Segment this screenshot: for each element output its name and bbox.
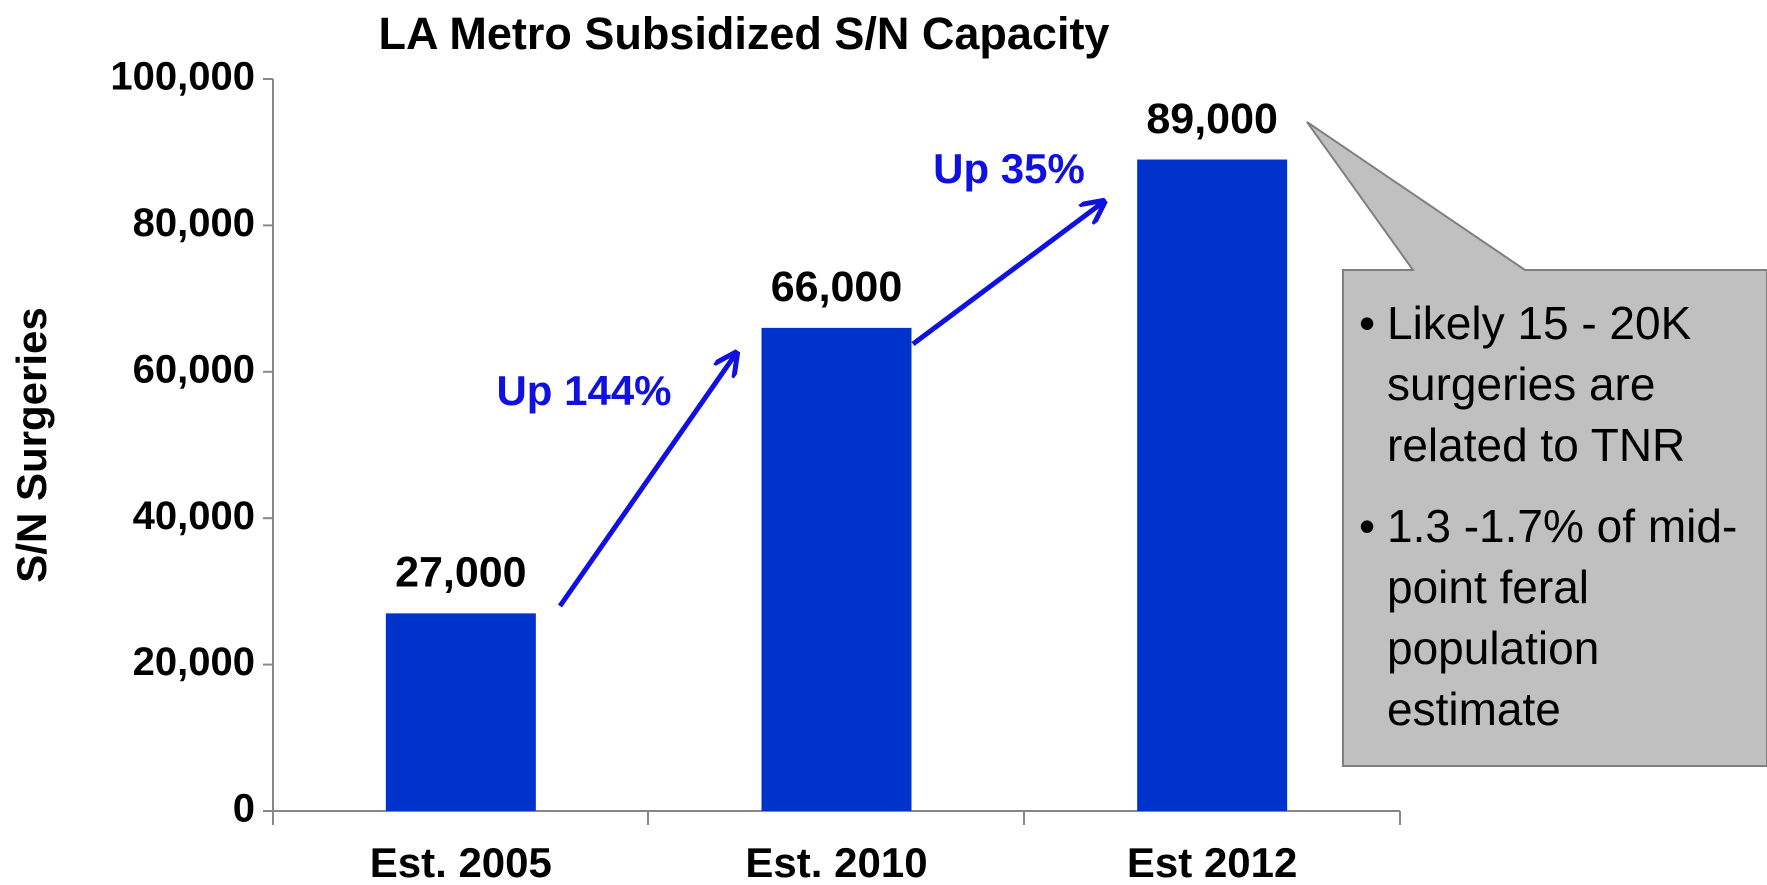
callout: Likely 15 - 20K surgeries are related to…: [1343, 271, 1767, 766]
callout-bullet: 1.3 -1.7% of mid-point feral population …: [1359, 496, 1757, 740]
y-tick-label: 60,000: [133, 347, 255, 391]
value-label: 27,000: [395, 549, 527, 597]
annotation: Up 144%: [496, 367, 671, 414]
bar: [385, 613, 536, 811]
bar: [1137, 159, 1288, 811]
value-label: 66,000: [771, 263, 903, 311]
y-tick-label: 20,000: [133, 640, 255, 684]
value-label: 89,000: [1146, 95, 1278, 143]
y-tick-label: 80,000: [133, 201, 255, 245]
annotation: Up 35%: [933, 145, 1085, 192]
bar: [761, 327, 912, 811]
arrow: [911, 203, 1102, 347]
x-tick-label: Est. 2005: [370, 839, 552, 885]
arrow: [557, 355, 735, 608]
callout-bullet: Likely 15 - 20K surgeries are related to…: [1359, 293, 1757, 476]
y-tick-label: 100,000: [110, 55, 255, 99]
x-tick-label: Est. 2010: [745, 839, 927, 885]
y-axis-label: S/N Surgeries: [8, 307, 55, 582]
chart-title: LA Metro Subsidized S/N Capacity: [379, 8, 1110, 59]
y-tick-label: 0: [233, 787, 255, 831]
x-tick-label: Est 2012: [1127, 839, 1297, 885]
y-tick-label: 40,000: [133, 494, 255, 538]
